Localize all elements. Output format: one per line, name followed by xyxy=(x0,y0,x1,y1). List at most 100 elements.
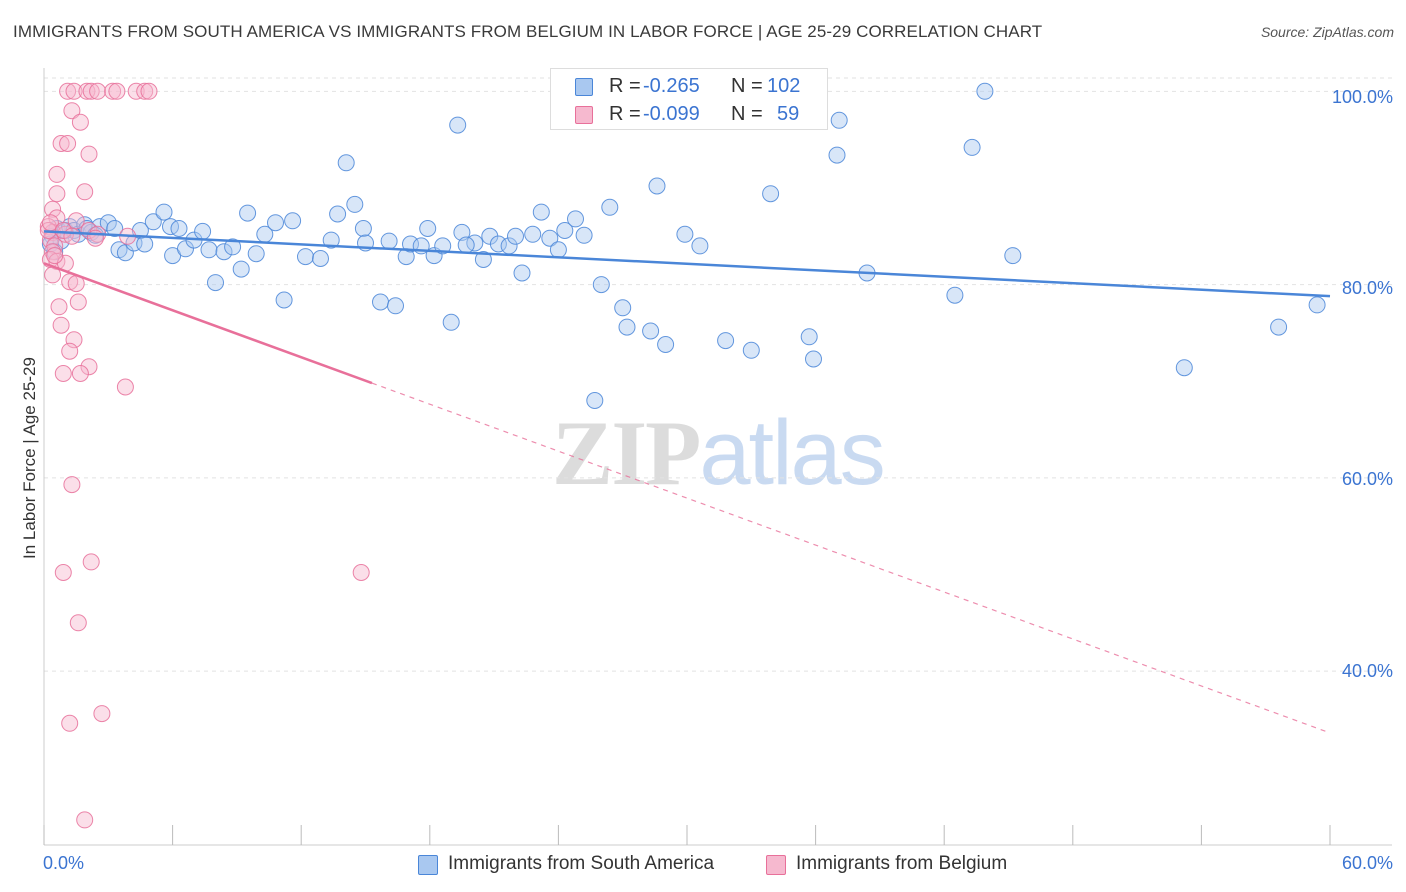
watermark: ZIPatlas xyxy=(552,400,886,506)
point-belgium xyxy=(61,714,79,732)
point-south-america xyxy=(354,220,372,237)
point-south-america xyxy=(136,235,154,253)
point-south-america xyxy=(99,214,117,232)
point-belgium xyxy=(63,227,81,245)
legend-r-value: -0.265 xyxy=(643,75,700,97)
point-south-america xyxy=(297,248,314,266)
point-south-america xyxy=(800,328,818,346)
point-belgium xyxy=(108,82,126,100)
point-belgium xyxy=(69,614,87,632)
point-south-america xyxy=(177,240,194,258)
point-south-america xyxy=(618,318,636,336)
point-south-america xyxy=(449,116,467,134)
point-belgium xyxy=(136,82,154,100)
legend-r-label: R = xyxy=(609,103,641,125)
point-south-america xyxy=(419,220,437,237)
point-south-america xyxy=(567,210,584,228)
point-belgium xyxy=(52,135,70,152)
point-belgium xyxy=(76,811,94,829)
point-south-america xyxy=(337,154,355,172)
point-south-america xyxy=(976,82,994,100)
point-south-america xyxy=(170,220,188,237)
legend-swatch-blue xyxy=(418,855,438,875)
point-south-america xyxy=(387,297,404,315)
point-south-america xyxy=(239,204,257,222)
point-belgium xyxy=(59,82,77,100)
axes xyxy=(43,68,1392,846)
point-belgium xyxy=(63,102,81,120)
series-south-america-points xyxy=(41,82,1326,409)
point-south-america xyxy=(642,322,660,340)
series-legend: Immigrants from South America Immigrants… xyxy=(0,852,1406,878)
legend-n-value: 102 xyxy=(767,75,801,97)
legend-r-label: R = xyxy=(609,75,641,97)
x-tick-label-min: 0.0% xyxy=(43,853,85,873)
point-south-america xyxy=(106,220,124,237)
trend-line-south-america xyxy=(43,230,1331,298)
point-belgium xyxy=(50,298,68,316)
point-belgium xyxy=(54,222,72,239)
point-south-america xyxy=(453,223,471,241)
legend-label: Immigrants from South America xyxy=(448,853,715,874)
point-south-america xyxy=(717,332,735,350)
point-south-america xyxy=(312,250,329,267)
gridlines xyxy=(44,77,1392,672)
point-south-america xyxy=(224,238,242,256)
point-south-america xyxy=(830,111,848,129)
point-belgium xyxy=(67,212,85,230)
watermark-zip: ZIP xyxy=(552,402,701,504)
point-south-america xyxy=(434,237,452,255)
point-south-america xyxy=(215,243,233,261)
point-south-america xyxy=(805,350,822,368)
trend-line-belgium-dashed xyxy=(371,382,1331,734)
point-south-america xyxy=(267,214,284,232)
point-belgium xyxy=(65,82,83,100)
point-south-america xyxy=(963,138,981,156)
point-belgium xyxy=(52,316,70,334)
point-belgium xyxy=(59,135,77,152)
point-belgium xyxy=(44,200,62,218)
legend-label: Immigrants from Belgium xyxy=(796,853,1008,874)
point-south-america xyxy=(592,276,610,294)
point-south-america xyxy=(556,222,574,239)
point-belgium xyxy=(61,342,79,360)
point-south-america xyxy=(155,203,173,221)
point-south-america xyxy=(474,251,492,268)
series-belgium-points xyxy=(39,82,370,829)
point-south-america xyxy=(442,313,460,331)
y-tick-label: 40.0% xyxy=(1341,661,1393,681)
point-belgium xyxy=(54,365,72,382)
legend-r-value: -0.099 xyxy=(643,103,700,125)
point-south-america xyxy=(346,195,364,213)
y-tick-label: 60.0% xyxy=(1341,469,1393,489)
legend-swatch-pink xyxy=(575,106,593,124)
legend-row-belgium: R = -0.099 N = 59 xyxy=(551,100,827,128)
point-south-america xyxy=(742,341,760,359)
point-south-america xyxy=(232,260,250,278)
point-south-america xyxy=(575,226,593,244)
point-south-america xyxy=(1270,318,1288,336)
legend-swatch-blue xyxy=(575,78,593,96)
point-south-america xyxy=(513,264,531,282)
point-belgium xyxy=(46,247,64,265)
point-south-america xyxy=(762,185,780,203)
point-belgium xyxy=(80,145,98,163)
point-south-america xyxy=(200,241,218,259)
point-south-america xyxy=(614,299,632,317)
point-south-america xyxy=(489,235,507,253)
legend-row-south-america: R = -0.265 N = 102 xyxy=(551,72,827,100)
point-south-america xyxy=(676,225,694,243)
point-belgium xyxy=(104,82,122,100)
point-south-america xyxy=(828,146,846,164)
watermark-atlas: atlas xyxy=(699,402,885,504)
point-south-america xyxy=(247,245,265,263)
point-south-america xyxy=(691,237,709,255)
point-south-america xyxy=(402,235,419,253)
point-south-america xyxy=(380,232,398,250)
point-south-america xyxy=(657,336,675,353)
point-south-america xyxy=(194,222,212,240)
point-south-america xyxy=(524,225,542,243)
point-south-america xyxy=(162,218,179,236)
point-south-america xyxy=(1175,359,1193,377)
point-south-america xyxy=(541,229,559,247)
